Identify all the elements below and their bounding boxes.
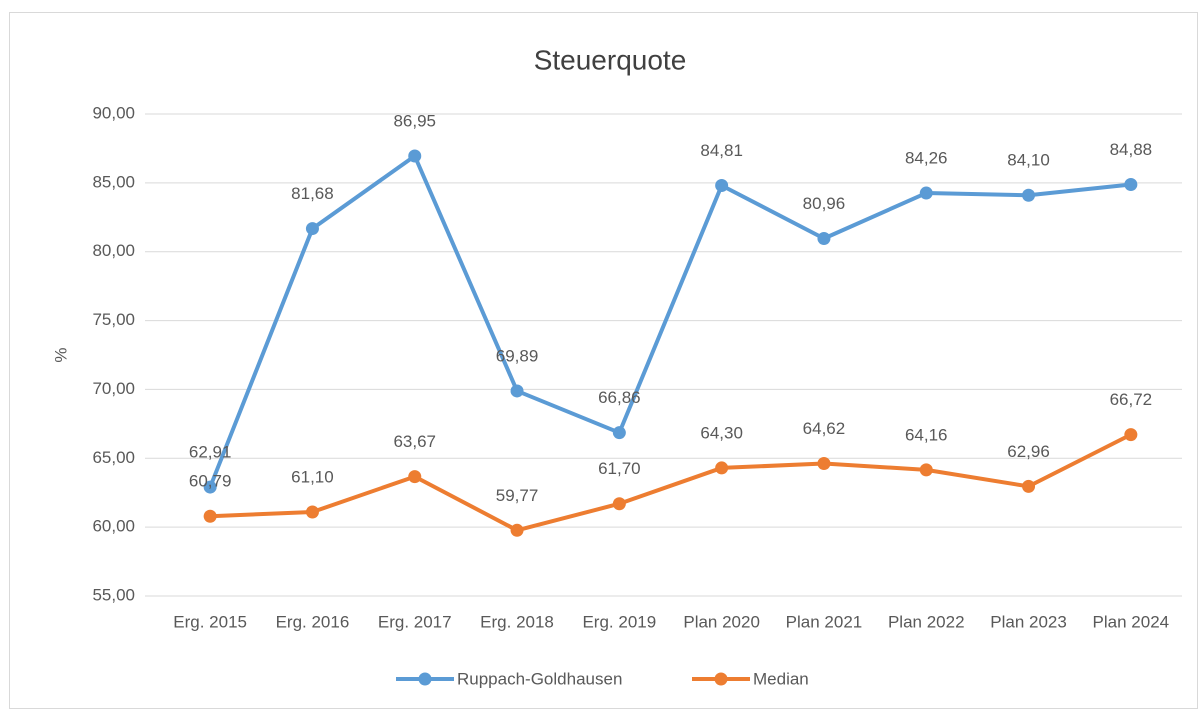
data-label: 62,96 <box>1007 442 1050 461</box>
point <box>408 470 422 484</box>
y-tick-label: 80,00 <box>92 241 135 260</box>
point <box>305 505 319 519</box>
y-tick-label: 55,00 <box>92 585 135 604</box>
point <box>1124 178 1138 192</box>
point <box>919 186 933 200</box>
y-tick-label: 65,00 <box>92 448 135 467</box>
chart-title: Steuerquote <box>534 44 687 75</box>
data-label: 84,88 <box>1110 140 1153 159</box>
y-tick-label: 85,00 <box>92 172 135 191</box>
series-line <box>210 432 1132 533</box>
point <box>203 480 217 494</box>
legend-label: Ruppach-Goldhausen <box>457 669 622 688</box>
x-tick-label: Erg. 2015 <box>173 612 247 631</box>
point <box>1022 188 1036 202</box>
point <box>715 178 729 192</box>
point <box>510 523 524 537</box>
x-tick-label: Plan 2020 <box>683 612 760 631</box>
x-tick-label: Plan 2023 <box>990 612 1067 631</box>
point <box>408 149 422 163</box>
point <box>305 222 319 236</box>
legend-marker <box>714 672 728 686</box>
data-label: 86,95 <box>393 111 436 130</box>
data-label: 66,86 <box>598 388 641 407</box>
data-label: 64,62 <box>803 419 846 438</box>
chart-frame <box>9 12 1198 709</box>
point <box>919 463 933 477</box>
x-tick-label: Erg. 2018 <box>480 612 554 631</box>
point <box>715 461 729 475</box>
x-tick-label: Plan 2022 <box>888 612 965 631</box>
legend-marker <box>418 672 432 686</box>
data-label: 69,89 <box>496 346 539 365</box>
data-label: 64,30 <box>700 423 743 442</box>
x-tick-label: Erg. 2017 <box>378 612 452 631</box>
data-label: 60,79 <box>189 472 232 491</box>
data-label: 61,70 <box>598 459 641 478</box>
data-label: 81,68 <box>291 184 334 203</box>
point <box>817 457 831 471</box>
data-label: 62,91 <box>189 443 232 462</box>
data-label: 84,10 <box>1007 151 1050 170</box>
data-label: 84,81 <box>700 141 743 160</box>
point <box>1022 479 1036 493</box>
data-label: 84,26 <box>905 149 948 168</box>
series-line <box>208 154 1132 488</box>
legend-label: Median <box>753 669 809 688</box>
point <box>203 509 217 523</box>
point <box>612 426 626 440</box>
data-label: 63,67 <box>393 432 436 451</box>
y-tick-label: 70,00 <box>92 379 135 398</box>
y-tick-label: 90,00 <box>92 103 135 122</box>
point <box>612 497 626 511</box>
data-label: 64,16 <box>905 425 948 444</box>
y-axis-label: % <box>51 347 70 362</box>
x-tick-label: Erg. 2019 <box>582 612 656 631</box>
point <box>1124 428 1138 442</box>
data-label: 61,10 <box>291 467 334 486</box>
x-tick-label: Plan 2021 <box>786 612 863 631</box>
data-label: 66,72 <box>1110 390 1153 409</box>
data-label: 59,77 <box>496 486 539 505</box>
y-tick-label: 60,00 <box>92 517 135 536</box>
point <box>510 384 524 398</box>
y-tick-label: 75,00 <box>92 310 135 329</box>
x-tick-label: Plan 2024 <box>1093 612 1170 631</box>
data-label: 80,96 <box>803 194 846 213</box>
point <box>817 231 831 245</box>
x-tick-label: Erg. 2016 <box>276 612 350 631</box>
